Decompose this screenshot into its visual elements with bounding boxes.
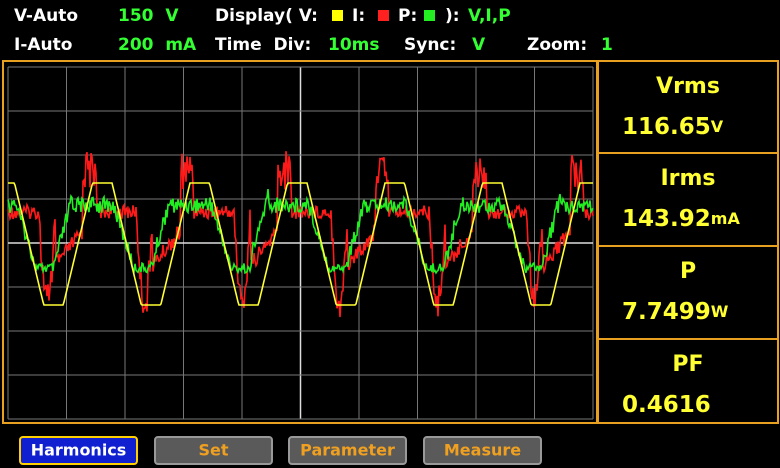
i-label: I: [352,6,365,26]
softkey-label: Measure [444,441,521,460]
current-trace [7,151,594,318]
waveforms [7,151,594,318]
range: 150 V [118,6,179,26]
power-trace [7,189,594,275]
softkey-label: Harmonics [31,441,127,460]
softkey[interactable]: Set [154,436,273,465]
reading-label: Irms [660,166,715,191]
reading-label: P [680,259,696,284]
reading-value: 0.4616 [622,392,711,418]
unit: mA [711,209,741,228]
i-swatch [378,10,389,21]
value: 143.92 [622,206,711,232]
softkey-body [154,436,273,465]
value: 116.65 [622,114,711,140]
reading-label: PF [672,352,703,377]
time-value: 10ms [328,35,380,55]
p-swatch [424,10,435,21]
readings-panel: Vrms 116.65V Irms 143.92mA P 7.7499W PF 0.4616 [597,60,779,424]
display-value: V,I,P [468,6,511,26]
display-close: ): [445,6,460,26]
reading-cell [597,245,779,340]
reading-cell [597,338,779,424]
range: 200 mA [118,35,197,55]
display-label: Display( V: [215,6,318,26]
sync-label: Sync: [404,35,456,55]
unit: W [711,302,729,321]
time-label: Time Div: [215,35,311,55]
value: 0.4616 [622,392,711,418]
value: 7.7499 [622,299,711,325]
softkey-label: Parameter [300,441,395,460]
softkey-body [423,436,542,465]
zoom-label: Zoom: [527,35,587,55]
softkey[interactable]: Parameter [288,436,407,465]
sync-value: V [472,35,486,55]
softkey[interactable]: Measure [423,436,542,465]
reading-cell [597,60,779,154]
softkey-body [288,436,407,465]
softkey[interactable]: Harmonics [19,436,138,465]
range-mode: V-Auto [14,6,78,26]
softkey-label: Set [198,441,228,460]
range-mode: I-Auto [14,35,72,55]
p-label: P: [398,6,417,26]
voltage-trace [8,182,593,306]
reading-label: Vrms [656,74,720,99]
unit: V [711,117,724,136]
reading-value: 7.7499W [622,299,729,325]
grid [7,66,594,420]
softkey-body [19,436,138,465]
reading-value: 116.65V [622,114,724,140]
zoom-value: 1 [601,35,613,55]
v-swatch [332,10,343,21]
softkeys: Harmonics Set Parameter Measure [19,436,542,465]
reading-value: 143.92mA [622,206,740,232]
